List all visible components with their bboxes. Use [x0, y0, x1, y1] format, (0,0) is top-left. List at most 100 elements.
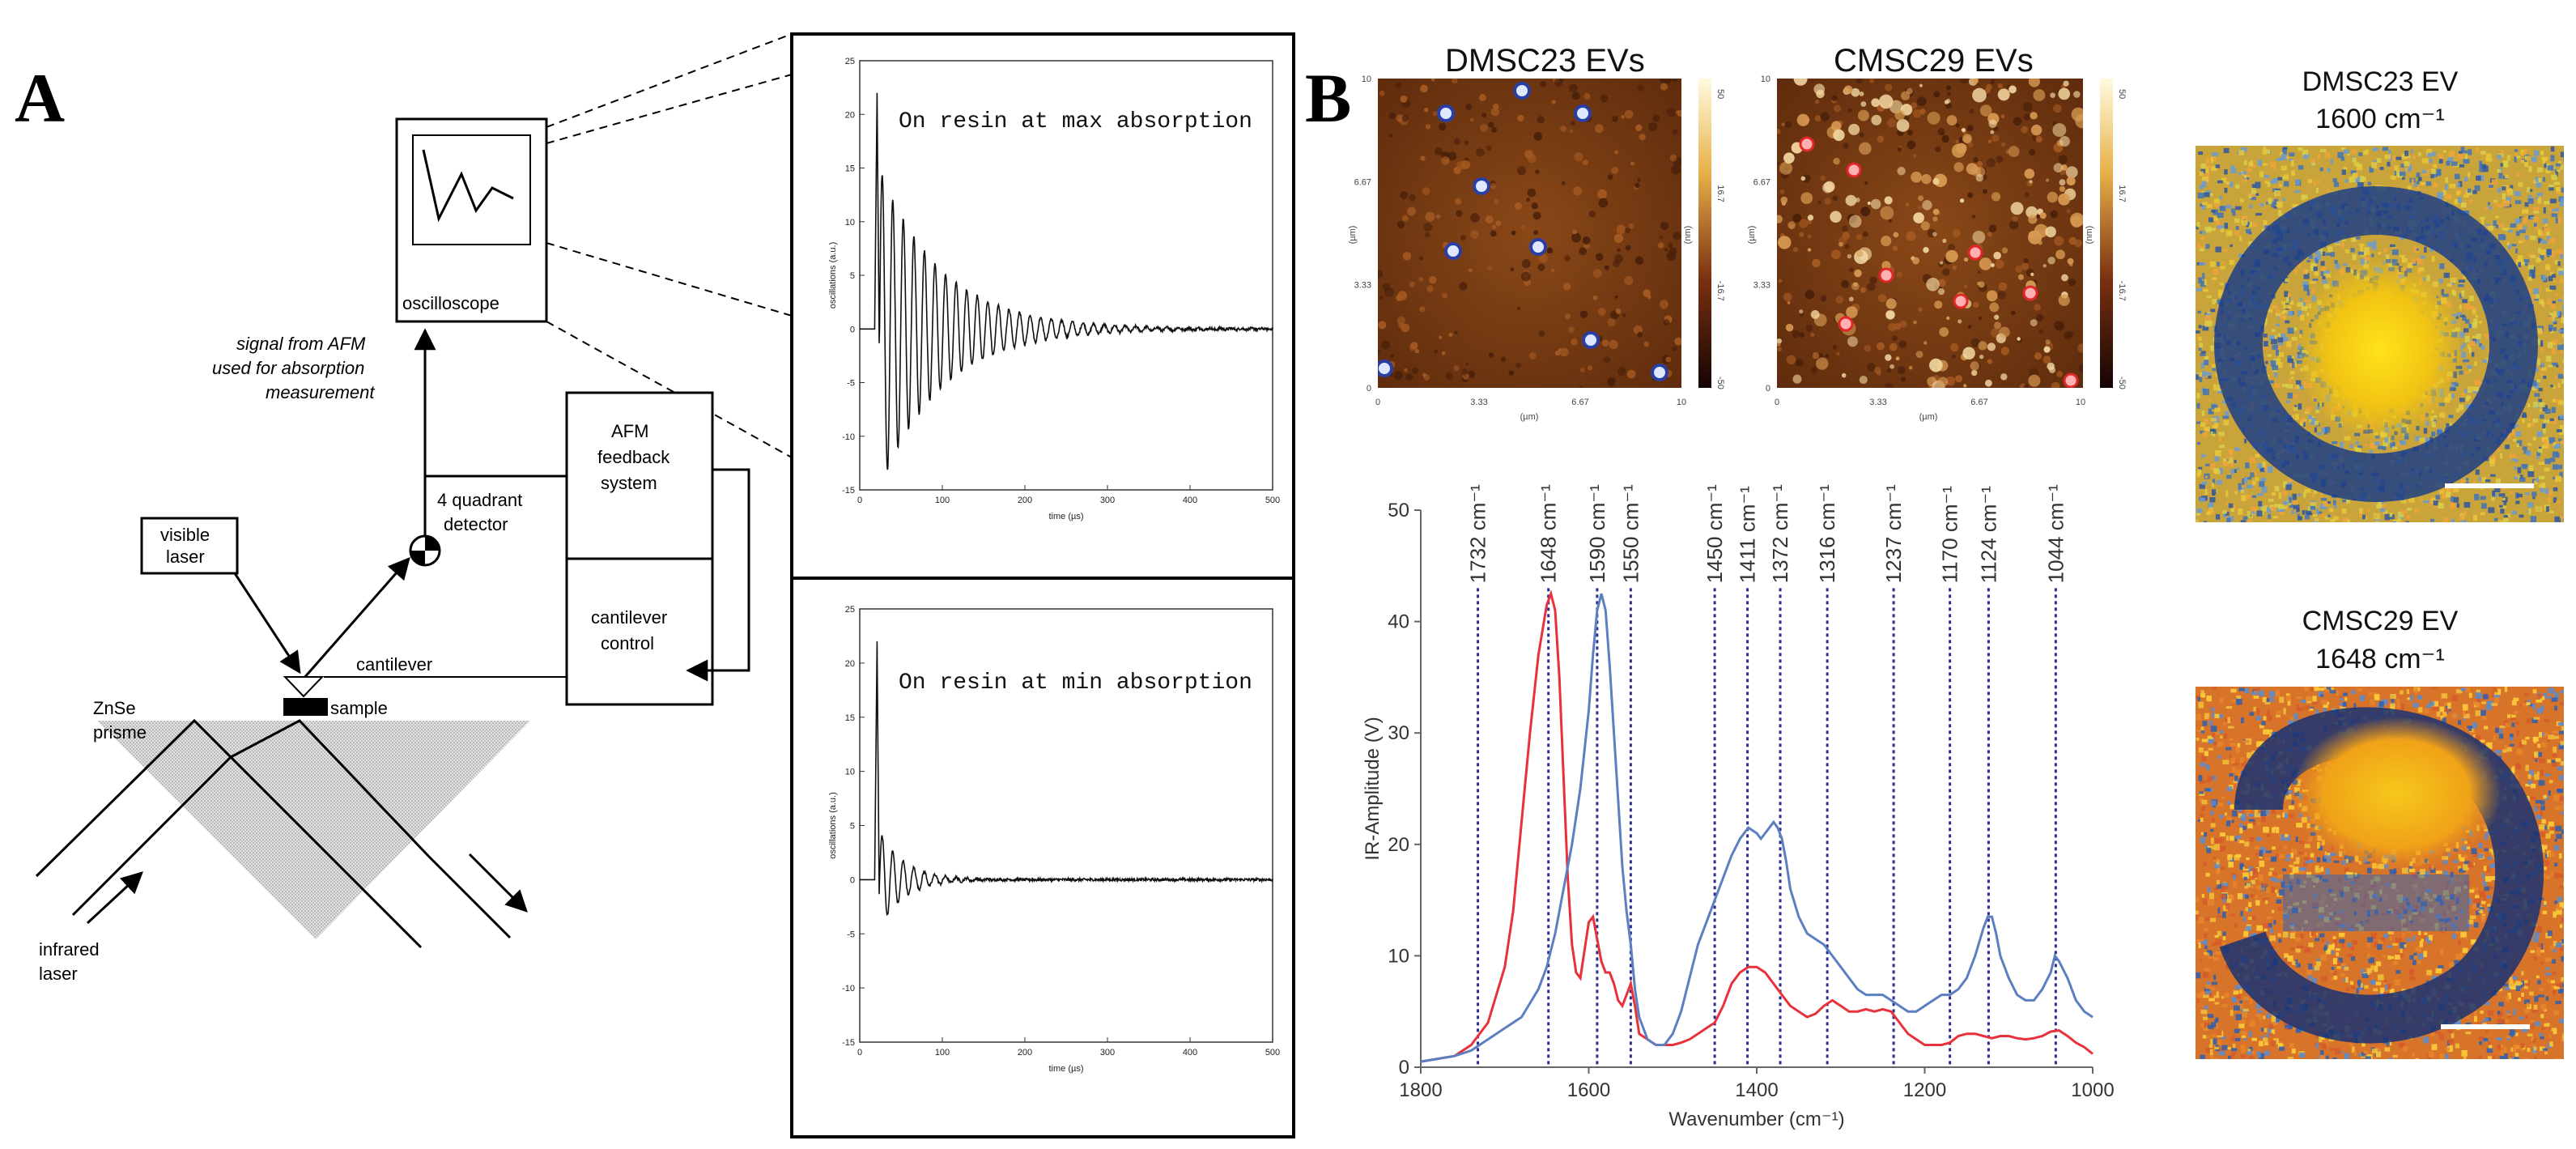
afm-scale-tick: -50 — [2117, 377, 2127, 389]
laser-in-arrow — [233, 572, 301, 675]
series-blue — [1420, 593, 2094, 1063]
osc-y-tick: 0 — [850, 325, 855, 334]
ir-spectrum-chart: 0 10 20 30 40 50 1800 1600 1400 1200 1000 Wavenumbe… — [1362, 484, 2115, 1130]
osc-top-label: On resin at max absorption — [899, 109, 1252, 134]
feedback-loop — [712, 468, 750, 672]
ev-marker — [1838, 316, 1854, 332]
x-tick-label: 1200 — [1903, 1079, 1946, 1101]
y-tick-label: 50 — [1388, 500, 1409, 521]
peak-label: 1732 cm⁻¹ — [1466, 484, 1490, 583]
signal-note-2: used for absorption — [212, 358, 364, 378]
osc-ylabel: oscillations (a.u.) — [828, 792, 838, 859]
afm-scale-tick: 50 — [1715, 89, 1725, 99]
sample-block — [283, 698, 328, 716]
schematic: oscilloscope signal from AFM used for ab… — [35, 33, 793, 984]
ev-marker — [1529, 238, 1547, 256]
ev-marker — [1967, 245, 1983, 261]
peak-label: 1648 cm⁻¹ — [1537, 484, 1561, 583]
ev-marker — [1513, 82, 1531, 100]
afm-x-tick: 3.33 — [1470, 398, 1487, 407]
osc-y-tick: -10 — [842, 984, 855, 994]
zoom-line-2 — [546, 74, 793, 144]
y-tick-label: 20 — [1388, 834, 1409, 856]
osc-x-tick: 300 — [1100, 1048, 1115, 1058]
oscilloscope-screen — [412, 134, 531, 245]
ev-marker — [1437, 104, 1455, 122]
cantilever-control-label-2: control — [601, 633, 654, 653]
afm-scale-tick: -16.7 — [1715, 281, 1725, 301]
map-bottom-title-2: 1648 cm⁻¹ — [2315, 644, 2445, 675]
znse-prism — [97, 721, 530, 939]
afm-scale-tick: 50 — [2117, 89, 2127, 99]
afm-y-tick: 3.33 — [1753, 281, 1770, 291]
afm-scale-tick: -16.7 — [2117, 281, 2127, 301]
osc-y-tick: 15 — [845, 164, 855, 174]
ir-in-arrow — [86, 871, 143, 925]
afm-y-tick: 0 — [1766, 384, 1770, 394]
oscilloscope-trace — [422, 149, 514, 223]
x-tick-label: 1000 — [2071, 1079, 2114, 1101]
ir-maps: DMSC23 EV 1600 cm⁻¹ CMSC29 EV 1648 cm⁻¹ — [2196, 66, 2564, 1059]
afm-left-title: DMSC23 EVs — [1445, 43, 1645, 79]
afm-y-unit: (µm) — [1747, 226, 1757, 245]
ir-map-top — [2196, 146, 2564, 522]
ev-marker — [1846, 162, 1862, 178]
ir-out-arrow — [468, 853, 528, 913]
afm-left-image — [1378, 79, 1681, 388]
ev-marker — [2063, 372, 2079, 388]
afm-left-scalebar — [1698, 79, 1711, 388]
osc-xlabel: time (µs) — [1048, 512, 1083, 521]
afm-y-tick: 6.67 — [1354, 177, 1371, 187]
series-red — [1420, 589, 2094, 1063]
ev-marker — [1799, 136, 1815, 152]
zoom-line-3 — [546, 242, 793, 317]
ev-marker — [1473, 177, 1490, 195]
afm-x-tick: 3.33 — [1869, 398, 1886, 407]
infrared-label-1: infrared — [39, 939, 100, 960]
sample-label: sample — [330, 698, 388, 718]
ev-marker — [1444, 242, 1462, 260]
x-axis-label: Wavenumber (cm⁻¹) — [1668, 1109, 1844, 1130]
y-axis-label: IR-Amplitude (V) — [1362, 717, 1384, 860]
afm-x-tick: 10 — [1677, 398, 1686, 407]
y-tick-label: 40 — [1388, 611, 1409, 633]
signal-note-3: measurement — [266, 382, 375, 402]
zoom-line-1 — [546, 33, 793, 128]
peak-label: 1316 cm⁻¹ — [1815, 484, 1839, 583]
osc-x-tick: 200 — [1018, 1048, 1032, 1058]
peak-label: 1170 cm⁻¹ — [1938, 486, 1962, 584]
ir-map-bottom — [2196, 687, 2564, 1059]
ev-marker — [1574, 104, 1592, 122]
osc-y-tick: 25 — [845, 605, 855, 615]
osc-x-tick: 400 — [1183, 1048, 1197, 1058]
osc-y-tick: -15 — [842, 486, 855, 496]
osc-x-tick: 0 — [857, 496, 862, 505]
peak-label: 1590 cm⁻¹ — [1585, 484, 1609, 583]
ev-marker — [1651, 364, 1668, 381]
feedback-label-1: AFM — [611, 421, 648, 441]
zoom-line-4 — [546, 321, 793, 458]
afm-right-title: CMSC29 EVs — [1834, 43, 2034, 79]
osc-y-tick: 25 — [845, 57, 855, 66]
osc-y-tick: -10 — [842, 432, 855, 442]
afm-scale-unit: (nm) — [2085, 226, 2094, 245]
osc-x-tick: 500 — [1265, 496, 1280, 505]
osc-x-tick: 0 — [857, 1048, 862, 1058]
ir-beam-2 — [71, 719, 512, 939]
osc-x-tick: 100 — [935, 496, 950, 505]
afm-y-tick: 10 — [1362, 74, 1371, 84]
ev-marker — [1582, 331, 1600, 349]
osc-y-tick: 5 — [850, 822, 855, 832]
afm-y-tick: 0 — [1367, 384, 1371, 394]
cantilever-control-box — [565, 557, 714, 706]
panel-a-label: A — [15, 59, 65, 137]
y-tick-label: 0 — [1399, 1057, 1409, 1079]
afm-y-unit: (µm) — [1348, 226, 1358, 245]
cantilever-label: cantilever — [356, 654, 432, 675]
y-tick-label: 30 — [1388, 722, 1409, 744]
afm-scale-tick: 16.7 — [2117, 185, 2127, 202]
prism-label-2: prisme — [93, 722, 147, 743]
peak-label: 1550 cm⁻¹ — [1618, 484, 1643, 583]
ev-marker — [2022, 285, 2038, 301]
